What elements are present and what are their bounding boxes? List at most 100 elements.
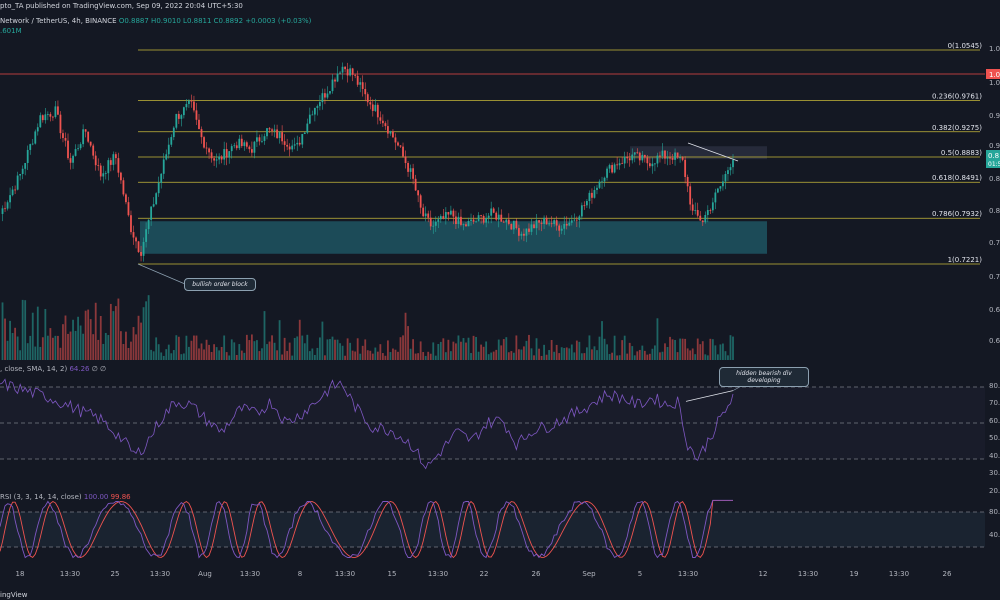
candle-body bbox=[51, 116, 54, 118]
volume-bar bbox=[477, 351, 480, 360]
volume-bar bbox=[684, 338, 687, 360]
volume-bar bbox=[656, 318, 659, 360]
volume-bar bbox=[117, 298, 120, 360]
time-tick: 13:30 bbox=[889, 570, 909, 578]
volume-bar bbox=[19, 350, 22, 360]
candle-body bbox=[684, 159, 687, 177]
candle-body bbox=[548, 223, 551, 225]
volume-bar bbox=[397, 351, 399, 360]
volume-bar bbox=[608, 354, 611, 360]
volume-bar bbox=[125, 331, 127, 360]
candle-body bbox=[182, 107, 185, 116]
volume-bar bbox=[543, 344, 545, 360]
volume-bar bbox=[339, 343, 341, 360]
candle-body bbox=[205, 147, 208, 149]
candle-body bbox=[565, 223, 568, 226]
volume-bar bbox=[64, 315, 67, 360]
volume-bar bbox=[364, 339, 367, 360]
volume-bar bbox=[205, 339, 208, 360]
time-tick: 12 bbox=[759, 570, 768, 578]
trendline bbox=[687, 142, 739, 162]
candle-body bbox=[596, 187, 598, 191]
candle-body bbox=[6, 202, 9, 209]
volume-bar bbox=[512, 352, 515, 360]
volume-bar bbox=[369, 350, 372, 360]
volume-bar bbox=[631, 346, 634, 360]
volume-bar bbox=[412, 339, 414, 360]
candle-body bbox=[621, 163, 624, 165]
time-tick: 13:30 bbox=[798, 570, 818, 578]
volume-bar bbox=[374, 347, 377, 360]
candle-body bbox=[412, 168, 414, 179]
volume-bar bbox=[281, 354, 284, 360]
time-tick: 26 bbox=[532, 570, 541, 578]
volume-bar bbox=[162, 355, 165, 360]
candle-body bbox=[135, 237, 137, 242]
volume-bar bbox=[36, 306, 39, 360]
candle-body bbox=[341, 66, 344, 73]
volume-bar bbox=[44, 309, 47, 360]
volume-bar bbox=[497, 339, 500, 360]
candle-body bbox=[16, 175, 19, 190]
volume-bar bbox=[434, 355, 437, 360]
candle-body bbox=[722, 181, 724, 187]
price-tick: 0.7 bbox=[989, 239, 1000, 247]
candle-body bbox=[321, 93, 324, 103]
volume-bar bbox=[686, 348, 689, 360]
candle-body bbox=[424, 213, 427, 217]
candle-body bbox=[535, 220, 538, 229]
volume-bar bbox=[636, 351, 639, 360]
candle-body bbox=[311, 114, 314, 116]
volume-bar bbox=[427, 351, 430, 360]
candle-body bbox=[69, 158, 72, 163]
volume-bar bbox=[361, 345, 364, 360]
rsi-legend[interactable]: , close, SMA, 14, 2) 64.26 ∅ ∅ bbox=[0, 365, 106, 373]
volume-bar bbox=[565, 347, 568, 360]
time-tick: 25 bbox=[111, 570, 120, 578]
volume-bar bbox=[570, 344, 573, 360]
volume-bar bbox=[467, 337, 470, 360]
candle-body bbox=[555, 220, 558, 226]
candle-body bbox=[26, 149, 29, 163]
volume-bar bbox=[475, 336, 477, 360]
candle-body bbox=[273, 129, 276, 131]
candle-body bbox=[646, 157, 649, 164]
stoch-legend[interactable]: RSI (3, 3, 14, 14, close) 100.00 99.86 bbox=[0, 493, 131, 501]
candle-body bbox=[497, 214, 500, 220]
volume-bar bbox=[676, 352, 679, 360]
volume-bar bbox=[329, 339, 331, 360]
volume-bar bbox=[94, 302, 97, 360]
volume-bar bbox=[99, 315, 102, 360]
volume-bar bbox=[651, 348, 654, 360]
candle-body bbox=[225, 149, 228, 158]
time-tick: 13:30 bbox=[240, 570, 260, 578]
candle-body bbox=[447, 212, 450, 215]
volume-bar bbox=[326, 339, 329, 360]
candle-body bbox=[603, 177, 606, 182]
candle-body bbox=[512, 220, 515, 230]
candle-body bbox=[122, 180, 125, 195]
volume-bar bbox=[623, 335, 626, 360]
volume-bar bbox=[648, 353, 651, 360]
candle-body bbox=[188, 100, 190, 104]
volume-bar bbox=[341, 345, 344, 360]
volume-bar bbox=[208, 344, 210, 360]
candle-body bbox=[339, 72, 341, 74]
candle-body bbox=[11, 189, 14, 196]
volume-bar bbox=[9, 320, 11, 360]
volume-bar bbox=[437, 343, 440, 360]
candle-body bbox=[409, 168, 412, 172]
volume-bar bbox=[293, 337, 296, 360]
volume-bar bbox=[359, 353, 362, 360]
rsi-tick: 80. bbox=[989, 382, 1000, 390]
time-axis: 18 13:30 25 13:30 Aug 13:30 8 13:30 15 13:30 22 26 S… bbox=[16, 570, 952, 578]
candle-body bbox=[72, 155, 74, 163]
candle-body bbox=[319, 102, 321, 107]
volume-bar bbox=[548, 350, 551, 360]
volume-bar bbox=[404, 312, 407, 360]
volume-bar bbox=[228, 355, 231, 360]
volume-bar bbox=[104, 332, 107, 360]
candle-body bbox=[714, 192, 717, 203]
volume-bar bbox=[172, 350, 175, 360]
